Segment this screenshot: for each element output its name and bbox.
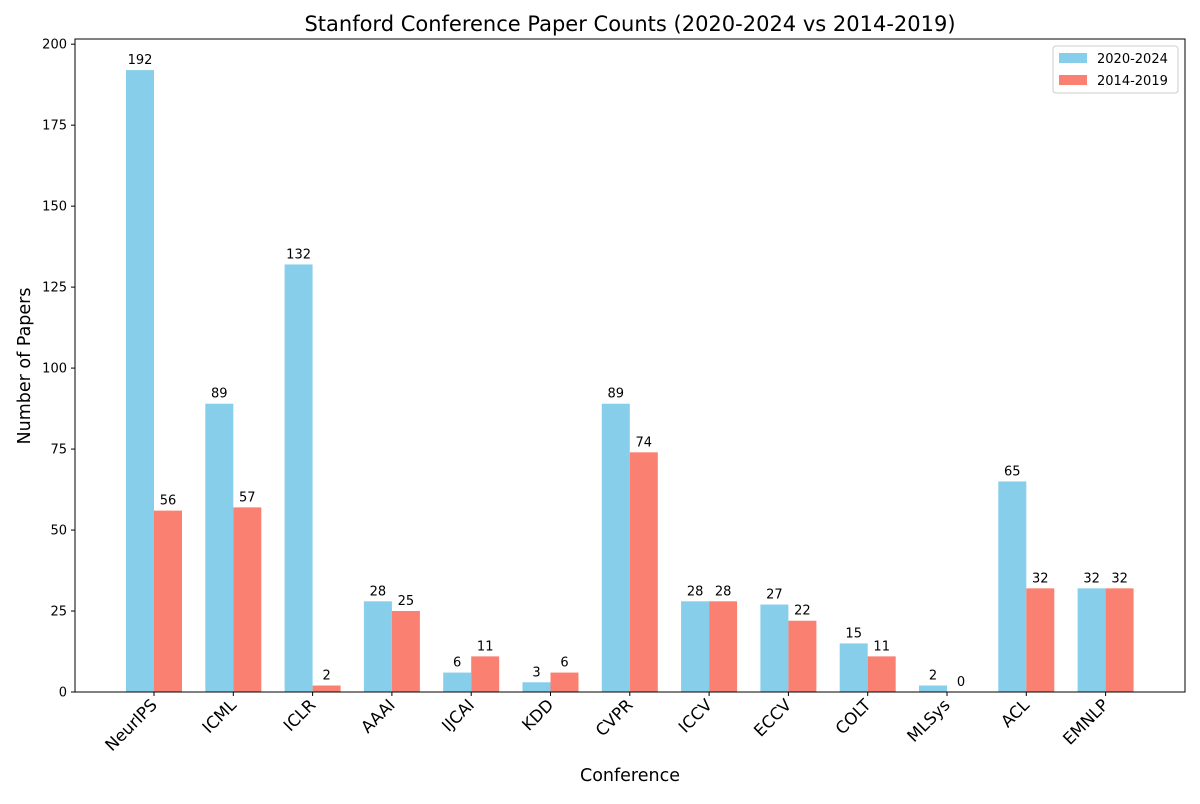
- bar-ECCV-2020-2024: [760, 604, 789, 692]
- data-label-ECCV-2014-2019: 22: [794, 604, 811, 619]
- legend: 2020-2024 2014-2019: [1052, 45, 1179, 94]
- series-2020-2024: 192 89 132 28 6 3 89 28 27 15 2 65 32: [126, 53, 1106, 693]
- bar-AAAI-2020-2024: [363, 601, 392, 692]
- data-label-EMNLP-2014-2019: 32: [1111, 571, 1128, 586]
- data-label-ICML-2020-2024: 89: [211, 387, 228, 402]
- data-label-AAAI-2020-2024: 28: [370, 584, 387, 599]
- x-tick-label-ICML: ICML: [199, 695, 241, 737]
- bar-ICCV-2020-2024: [681, 601, 710, 692]
- data-label-ACL-2014-2019: 32: [1032, 571, 1049, 586]
- data-label-NeurIPS-2014-2019: 56: [160, 494, 177, 509]
- x-tick-label-MLSys: MLSys: [903, 695, 953, 745]
- bar-EMNLP-2014-2019: [1105, 588, 1134, 692]
- bar-ICML-2020-2024: [205, 403, 234, 692]
- bar-AAAI-2014-2019: [391, 611, 420, 692]
- x-axis: NeurIPS ICML ICLR AAAI IJCAI KDD CVPR ICCV ECCV C…: [101, 692, 1112, 755]
- bar-KDD-2014-2019: [550, 672, 579, 692]
- data-label-CVPR-2020-2024: 89: [608, 387, 625, 402]
- bar-EMNLP-2020-2024: [1077, 588, 1106, 692]
- x-tick-label-KDD: KDD: [518, 695, 557, 734]
- y-axis-label: Number of Papers: [15, 288, 35, 445]
- y-tick-label: 75: [50, 443, 67, 458]
- y-tick-label: 125: [42, 281, 67, 296]
- x-tick-label-ICCV: ICCV: [675, 695, 717, 737]
- data-label-KDD-2020-2024: 3: [532, 665, 540, 680]
- data-label-KDD-2014-2019: 6: [560, 656, 568, 671]
- bar-NeurIPS-2014-2019: [154, 510, 182, 692]
- bar-KDD-2020-2024: [522, 682, 551, 692]
- bar-NeurIPS-2020-2024: [126, 70, 154, 693]
- x-tick-label-ICLR: ICLR: [280, 695, 320, 735]
- data-label-EMNLP-2020-2024: 32: [1083, 571, 1100, 586]
- x-tick-label-ACL: ACL: [997, 695, 1033, 731]
- bar-IJCAI-2014-2019: [471, 656, 500, 692]
- x-axis-label: Conference: [580, 766, 680, 786]
- data-label-MLSys-2014-2019: 0: [957, 675, 965, 690]
- legend-swatch-2014-2019: [1059, 75, 1087, 85]
- y-tick-label: 25: [50, 605, 67, 620]
- data-label-ICCV-2014-2019: 28: [715, 584, 732, 599]
- x-tick-label-AAAI: AAAI: [357, 695, 398, 736]
- data-label-MLSys-2020-2024: 2: [929, 669, 937, 684]
- y-tick-label: 50: [50, 524, 67, 539]
- bar-ICCV-2014-2019: [709, 601, 738, 692]
- legend-label-2014-2019: 2014-2019: [1097, 74, 1168, 89]
- x-tick-label-EMNLP: EMNLP: [1059, 695, 1112, 748]
- bar-CVPR-2014-2019: [629, 452, 658, 692]
- bar-COLT-2014-2019: [867, 656, 896, 692]
- data-label-COLT-2014-2019: 11: [873, 639, 890, 654]
- legend-swatch-2020-2024: [1059, 53, 1087, 63]
- chart-title: Stanford Conference Paper Counts (2020-2…: [304, 12, 955, 36]
- bar-IJCAI-2020-2024: [443, 672, 472, 692]
- data-label-ICLR-2014-2019: 2: [322, 669, 330, 684]
- y-tick-label: 150: [42, 200, 67, 215]
- data-label-COLT-2020-2024: 15: [845, 626, 862, 641]
- x-tick-label-ECCV: ECCV: [750, 695, 796, 741]
- y-tick-label: 200: [42, 38, 67, 53]
- plot-area: 192 89 132 28 6 3 89 28 27 15 2 65 32 56 57 2 25 11 6 74 28 2…: [42, 38, 1186, 755]
- data-label-ECCV-2020-2024: 27: [766, 588, 783, 603]
- x-tick-label-IJCAI: IJCAI: [438, 695, 478, 735]
- data-label-ICLR-2020-2024: 132: [286, 247, 311, 262]
- bar-MLSys-2020-2024: [919, 685, 947, 692]
- y-tick-label: 100: [42, 362, 67, 377]
- bar-COLT-2020-2024: [839, 643, 868, 692]
- bar-ACL-2020-2024: [998, 481, 1027, 692]
- x-tick-label-CVPR: CVPR: [592, 695, 637, 740]
- data-label-IJCAI-2020-2024: 6: [453, 656, 461, 671]
- data-label-ICCV-2020-2024: 28: [687, 584, 704, 599]
- legend-label-2020-2024: 2020-2024: [1097, 52, 1168, 67]
- bar-ECCV-2014-2019: [788, 620, 817, 692]
- bar-CVPR-2020-2024: [601, 403, 630, 692]
- x-tick-label-COLT: COLT: [832, 695, 875, 738]
- bar-ACL-2014-2019: [1026, 588, 1055, 692]
- bar-ICML-2014-2019: [233, 507, 262, 692]
- data-label-NeurIPS-2020-2024: 192: [128, 53, 153, 68]
- x-tick-label-NeurIPS: NeurIPS: [101, 695, 160, 754]
- data-label-IJCAI-2014-2019: 11: [477, 639, 494, 654]
- y-tick-label: 0: [59, 686, 67, 701]
- bar-ICLR-2014-2019: [312, 685, 341, 692]
- data-label-ACL-2020-2024: 65: [1004, 464, 1021, 479]
- y-axis: 0 25 50 75 100 125 150 175 200: [42, 38, 75, 701]
- y-tick-label: 175: [42, 119, 67, 134]
- bar-ICLR-2020-2024: [284, 264, 313, 692]
- data-label-AAAI-2014-2019: 25: [398, 594, 415, 609]
- data-label-CVPR-2014-2019: 74: [636, 435, 653, 450]
- data-label-ICML-2014-2019: 57: [239, 490, 256, 505]
